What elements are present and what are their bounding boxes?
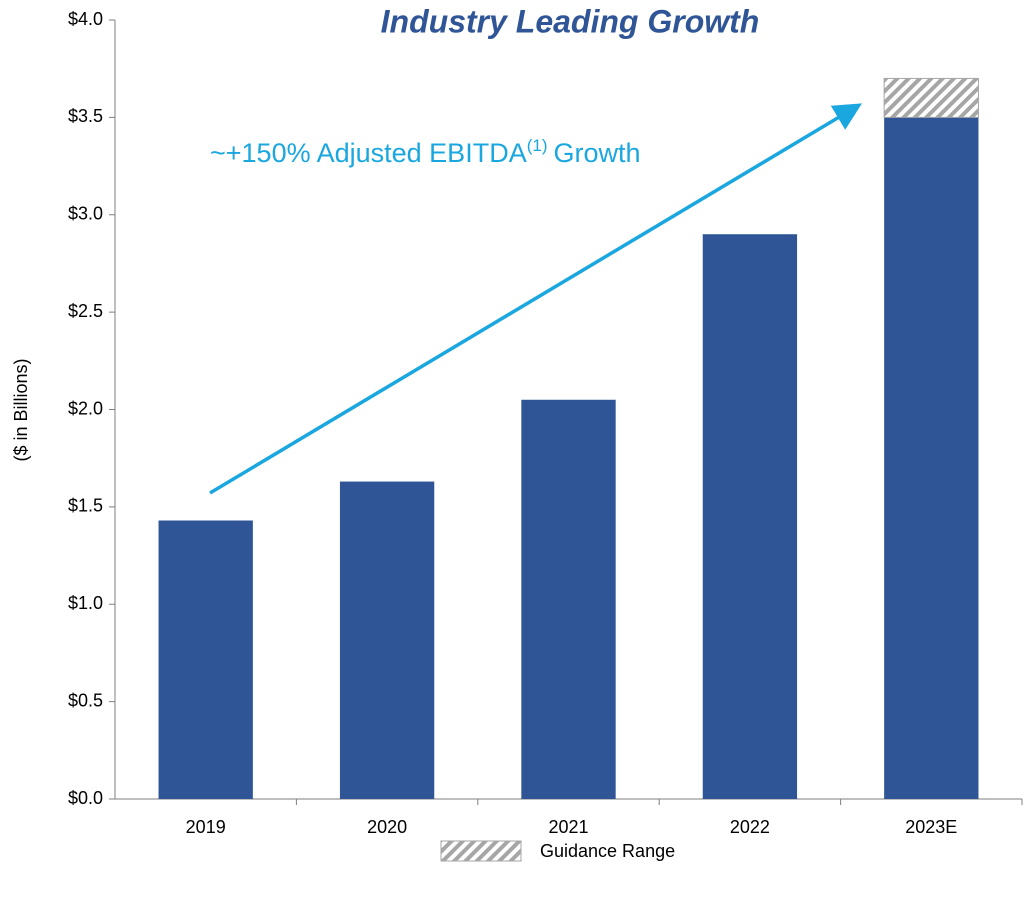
guidance-segment	[883, 77, 979, 118]
x-tick-label: 2021	[548, 817, 588, 837]
annotation: ~+150% Adjusted EBITDA(1) Growth	[210, 136, 641, 168]
y-tick-label: $3.0	[68, 204, 103, 224]
bar	[884, 117, 979, 799]
x-tick-label: 2020	[367, 817, 407, 837]
y-tick-label: $1.0	[68, 593, 103, 613]
chart-title: Industry Leading Growth	[381, 3, 760, 39]
y-tick-label: $0.5	[68, 690, 103, 710]
bar	[158, 520, 253, 799]
y-tick-label: $1.5	[68, 496, 103, 516]
x-tick-label: 2023E	[905, 817, 957, 837]
y-axis-label: ($ in Billions)	[11, 358, 31, 461]
y-tick-label: $0.0	[68, 788, 103, 808]
annotation-text-after: Growth	[553, 138, 640, 168]
annotation-superscript: (1)	[527, 136, 548, 155]
x-tick-label: 2019	[186, 817, 226, 837]
y-tick-label: $2.0	[68, 398, 103, 418]
bar	[702, 234, 798, 800]
y-tick-label: $4.0	[68, 9, 103, 29]
x-tick-label: 2022	[730, 817, 770, 837]
legend-label: Guidance Range	[540, 841, 675, 861]
annotation-text: ~+150% Adjusted EBITDA	[210, 138, 527, 168]
y-tick-label: $3.5	[68, 106, 103, 126]
bar	[339, 481, 435, 799]
y-tick-label: $2.5	[68, 301, 103, 321]
legend-swatch	[440, 840, 522, 862]
growth-arrow	[209, 103, 863, 495]
bar	[521, 399, 616, 799]
